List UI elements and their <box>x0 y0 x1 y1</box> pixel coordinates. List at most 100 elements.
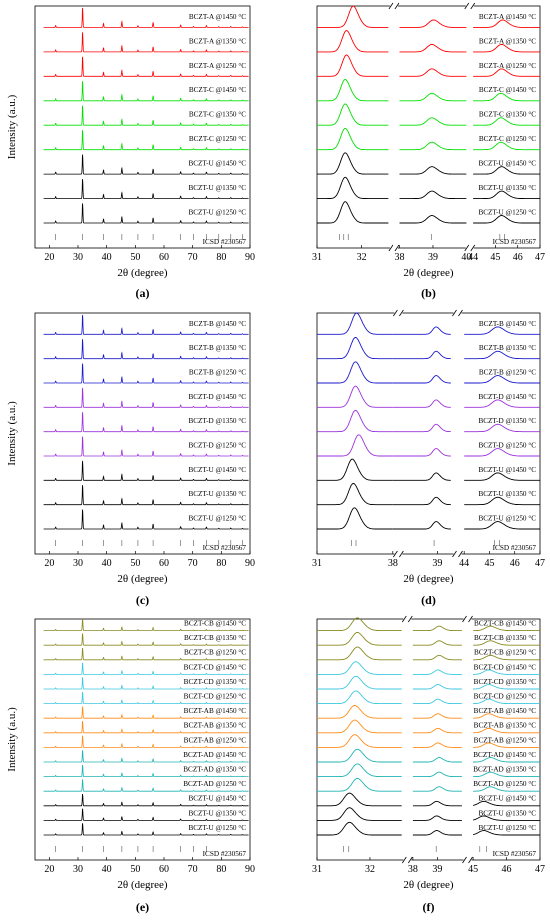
trace-a-7 <box>43 178 249 199</box>
plot-frame <box>34 618 251 861</box>
series-label: BCZT-B @1450 °C <box>479 320 536 328</box>
trace-b-0-seg2 <box>473 19 540 28</box>
trace-f-7-seg2 <box>473 727 540 734</box>
axis-break-mark <box>401 615 407 623</box>
x-tick-label: 40 <box>102 252 112 263</box>
axis-break-mark <box>399 309 404 317</box>
x-axis-label: 2θ (degree) <box>117 879 167 891</box>
series-label: BCZT-CB @1250 °C <box>474 649 536 657</box>
axis-break-mark <box>407 856 413 864</box>
axis-break-mask <box>389 2 398 10</box>
plot-frame <box>316 5 541 249</box>
trace-f-12-seg2 <box>473 800 540 807</box>
axis-break-mask <box>403 615 412 623</box>
trace-b-3-seg0 <box>317 79 389 102</box>
x-tick-label: 38 <box>388 558 398 569</box>
x-tick-label: 90 <box>245 558 255 569</box>
series-label: BCZT-D @1350 °C <box>478 417 536 425</box>
trace-b-1-seg1 <box>399 43 467 53</box>
trace-d-1-seg1 <box>392 350 451 360</box>
trace-a-0 <box>43 7 249 28</box>
x-tick-label: 32 <box>365 864 375 875</box>
trace-f-2-seg0 <box>317 646 402 661</box>
trace-d-8-seg0 <box>317 507 393 530</box>
trace-a-1 <box>43 32 249 53</box>
axis-break-mark <box>388 2 394 10</box>
trace-a-8 <box>43 203 249 224</box>
series-label: BCZT-CD @1450 °C <box>474 663 537 671</box>
x-tick-label: 47 <box>535 252 545 263</box>
trace-d-6-seg0 <box>317 458 393 481</box>
x-tick-label: 44 <box>468 252 478 263</box>
series-label: BCZT-CD @1350 °C <box>184 678 247 686</box>
series-label: BCZT-A @1250 °C <box>479 62 536 70</box>
axis-break-mask <box>389 244 398 252</box>
x-tick-label: 31 <box>312 558 322 569</box>
trace-f-9-seg1 <box>412 757 462 763</box>
trace-c-1 <box>43 339 249 360</box>
x-tick-label: 47 <box>535 864 545 875</box>
trace-d-0-seg0 <box>317 312 393 335</box>
reference-label: ICSD #230567 <box>493 850 537 858</box>
trace-f-6-seg1 <box>412 713 462 719</box>
x-tick-label: 30 <box>73 864 83 875</box>
trace-b-5-seg2 <box>473 141 540 151</box>
trace-e-9 <box>43 750 249 763</box>
axis-break-mark <box>462 856 467 864</box>
trace-d-7-seg1 <box>392 496 451 506</box>
plot-frame <box>316 618 541 861</box>
x-tick-label: 80 <box>216 558 226 569</box>
panel-f: BCZT-CB @1450 °C BCZT-CB @1350 °C BCZT-CB … <box>312 615 545 914</box>
panel-label: (f) <box>423 900 435 914</box>
trace-a-4 <box>43 105 249 126</box>
axis-break-mark <box>407 615 413 623</box>
series-label: BCZT-U @1250 °C <box>188 824 246 832</box>
x-tick-label: 70 <box>188 558 198 569</box>
axis-break-mark <box>452 550 457 558</box>
x-tick-label: 47 <box>535 558 545 569</box>
trace-f-0-seg0 <box>317 617 402 632</box>
trace-b-7-seg0 <box>317 176 389 200</box>
trace-f-9-seg0 <box>317 748 402 763</box>
x-axis-label: 2θ (degree) <box>117 573 167 585</box>
series-label: BCZT-CB @1350 °C <box>184 634 246 642</box>
axis-break-mask <box>394 550 403 558</box>
x-tick-label: 31 <box>312 252 322 263</box>
x-tick-label: 32 <box>357 252 367 263</box>
trace-b-6-seg2 <box>473 166 540 175</box>
trace-f-14-seg1 <box>412 830 462 836</box>
trace-e-0 <box>43 618 249 631</box>
axis-break-mask <box>403 856 412 864</box>
trace-b-3-seg2 <box>473 92 540 102</box>
panel-label: (c) <box>136 593 149 607</box>
trace-a-5 <box>43 130 249 151</box>
series-label: BCZT-CB @1450 °C <box>184 619 246 627</box>
trace-d-3-seg2 <box>464 399 540 408</box>
trace-e-2 <box>43 648 249 661</box>
series-label: BCZT-U @1250 °C <box>188 208 246 216</box>
series-label: BCZT-AD @1450 °C <box>183 751 246 759</box>
trace-e-5 <box>43 691 249 704</box>
trace-c-3 <box>43 387 249 408</box>
axis-break-mark <box>388 244 394 252</box>
trace-f-3-seg1 <box>412 669 462 675</box>
x-tick-label: 45 <box>490 252 500 263</box>
trace-f-13-seg0 <box>317 807 402 821</box>
x-tick-label: 40 <box>102 558 112 569</box>
series-label: BCZT-CB @1250 °C <box>184 649 246 657</box>
x-tick-label: 38 <box>408 864 418 875</box>
x-tick-label: 90 <box>245 864 255 875</box>
series-label: BCZT-B @1450 °C <box>189 320 246 328</box>
series-label: BCZT-AB @1350 °C <box>474 722 537 730</box>
trace-d-4-seg2 <box>464 423 540 433</box>
trace-a-3 <box>43 81 249 102</box>
panel-label: (b) <box>421 286 436 300</box>
trace-b-0-seg0 <box>317 5 389 28</box>
axis-break-mask <box>394 309 403 317</box>
series-label: BCZT-B @1350 °C <box>189 344 246 352</box>
trace-f-14-seg0 <box>317 821 402 836</box>
x-tick-label: 46 <box>510 558 520 569</box>
axis-break-mark <box>399 550 404 558</box>
plot-frame <box>34 5 251 249</box>
series-label: BCZT-U @1250 °C <box>478 208 536 216</box>
